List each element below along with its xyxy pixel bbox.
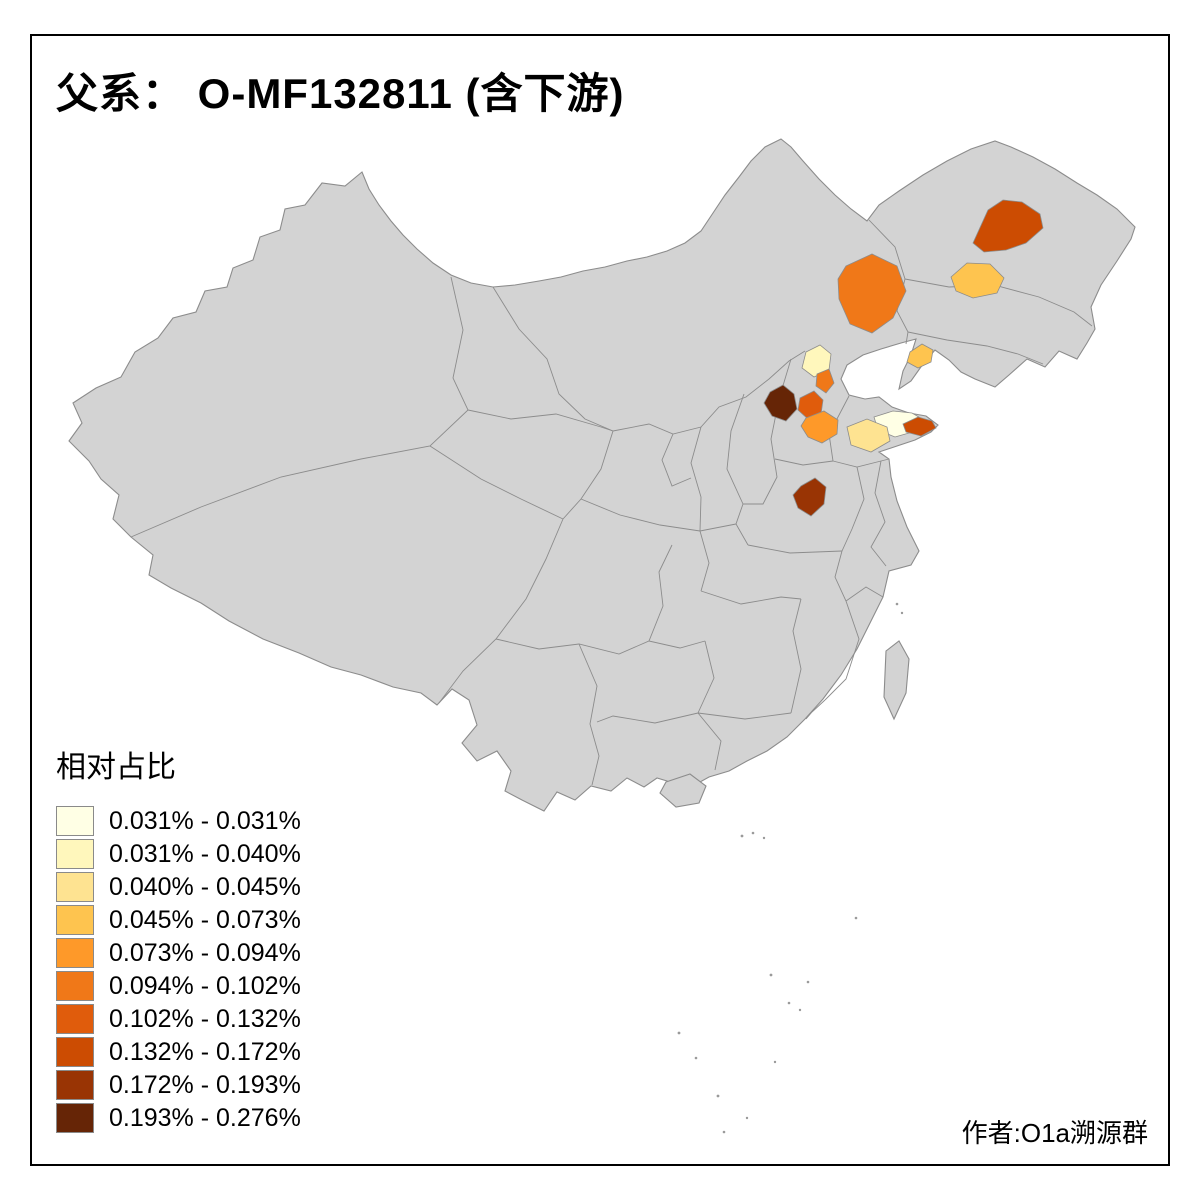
highlight-region-hebei-langfang-strip — [815, 368, 835, 394]
legend-item: 0.045% - 0.073% — [56, 905, 301, 935]
highlight-region-inner-mongolia-southeast — [837, 253, 907, 334]
legend-item: 0.132% - 0.172% — [56, 1037, 301, 1067]
page-title: 父系： O-MF132811 (含下游) — [56, 70, 625, 117]
legend-label: 0.102% - 0.132% — [109, 1004, 301, 1033]
legend-swatch — [56, 1103, 94, 1133]
legend-swatch — [56, 1004, 94, 1034]
legend-title: 相对占比 — [56, 751, 176, 784]
highlight-region-hebei-south — [800, 410, 839, 444]
legend-swatch — [56, 872, 94, 902]
legend-item: 0.094% - 0.102% — [56, 971, 301, 1001]
highlight-region-henan-north — [792, 477, 827, 517]
legend-label: 0.031% - 0.031% — [109, 806, 301, 835]
highlight-region-hebei-west — [763, 384, 798, 422]
legend-swatch — [56, 905, 94, 935]
legend-label: 0.172% - 0.193% — [109, 1070, 301, 1099]
legend-item: 0.172% - 0.193% — [56, 1070, 301, 1100]
legend-item: 0.040% - 0.045% — [56, 872, 301, 902]
south-sea-islets — [677, 602, 904, 1134]
legend-swatch — [56, 806, 94, 836]
legend-label: 0.040% - 0.045% — [109, 872, 301, 901]
taiwan-island — [883, 640, 910, 721]
attribution: 作者:O1a溯源群 — [961, 1118, 1148, 1148]
legend-item: 0.031% - 0.040% — [56, 839, 301, 869]
legend-item: 0.193% - 0.276% — [56, 1103, 301, 1133]
legend-label: 0.045% - 0.073% — [109, 905, 301, 934]
province-borders — [130, 219, 1093, 786]
legend-swatch — [56, 1070, 94, 1100]
highlight-region-liaoning-bayhead — [906, 343, 934, 369]
legend-item: 0.031% - 0.031% — [56, 806, 301, 836]
legend-swatch — [56, 839, 94, 869]
legend-label: 0.031% - 0.040% — [109, 839, 301, 868]
legend-item: 0.102% - 0.132% — [56, 1004, 301, 1034]
legend-swatch — [56, 1037, 94, 1067]
highlight-region-shandong-west — [846, 418, 891, 453]
legend: 相对占比 0.031% - 0.031% 0.031% - 0.040% 0.040… — [56, 742, 301, 1136]
hainan-island — [659, 773, 707, 808]
legend-label: 0.132% - 0.172% — [109, 1037, 301, 1066]
legend-swatch — [56, 938, 94, 968]
legend-label: 0.073% - 0.094% — [109, 938, 301, 967]
highlight-region-jilin-central — [950, 262, 1005, 299]
legend-items: 0.031% - 0.031% 0.031% - 0.040% 0.040% - 0… — [56, 806, 301, 1133]
legend-label: 0.193% - 0.276% — [109, 1103, 301, 1132]
legend-swatch — [56, 971, 94, 1001]
highlighted-regions — [763, 199, 1044, 517]
legend-item: 0.073% - 0.094% — [56, 938, 301, 968]
highlight-region-heilongjiang-west — [972, 199, 1044, 253]
highlight-region-shandong-east-tip — [902, 416, 937, 437]
legend-label: 0.094% - 0.102% — [109, 971, 301, 1000]
